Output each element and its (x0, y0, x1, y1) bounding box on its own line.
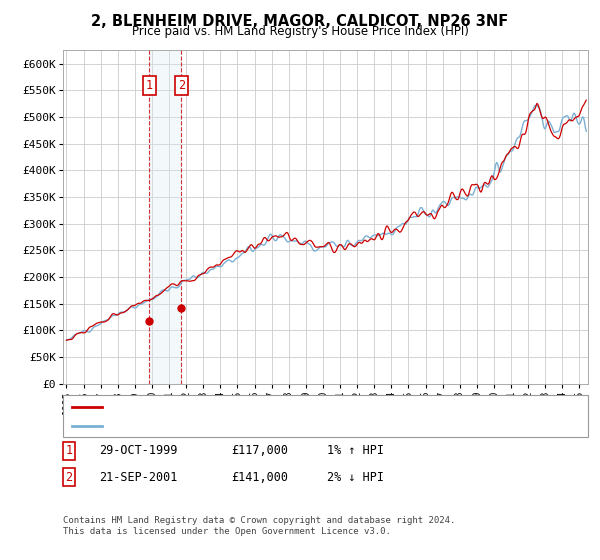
Text: HPI: Average price, detached house, Monmouthshire: HPI: Average price, detached house, Monm… (106, 421, 412, 431)
Text: Contains HM Land Registry data © Crown copyright and database right 2024.
This d: Contains HM Land Registry data © Crown c… (63, 516, 455, 536)
Text: Price paid vs. HM Land Registry's House Price Index (HPI): Price paid vs. HM Land Registry's House … (131, 25, 469, 38)
Text: 2: 2 (178, 78, 185, 91)
Text: £117,000: £117,000 (231, 444, 288, 458)
Text: £141,000: £141,000 (231, 470, 288, 484)
Text: 2, BLENHEIM DRIVE, MAGOR, CALDICOT, NP26 3NF (detached house): 2, BLENHEIM DRIVE, MAGOR, CALDICOT, NP26… (106, 402, 487, 412)
Text: 1: 1 (65, 444, 73, 458)
Bar (149, 50, 181, 384)
Text: 21-SEP-2001: 21-SEP-2001 (99, 470, 178, 484)
Text: 1: 1 (145, 78, 152, 91)
Text: 29-OCT-1999: 29-OCT-1999 (99, 444, 178, 458)
Text: 2: 2 (65, 470, 73, 484)
Text: 1% ↑ HPI: 1% ↑ HPI (327, 444, 384, 458)
Text: 2, BLENHEIM DRIVE, MAGOR, CALDICOT, NP26 3NF: 2, BLENHEIM DRIVE, MAGOR, CALDICOT, NP26… (91, 14, 509, 29)
Text: 2% ↓ HPI: 2% ↓ HPI (327, 470, 384, 484)
